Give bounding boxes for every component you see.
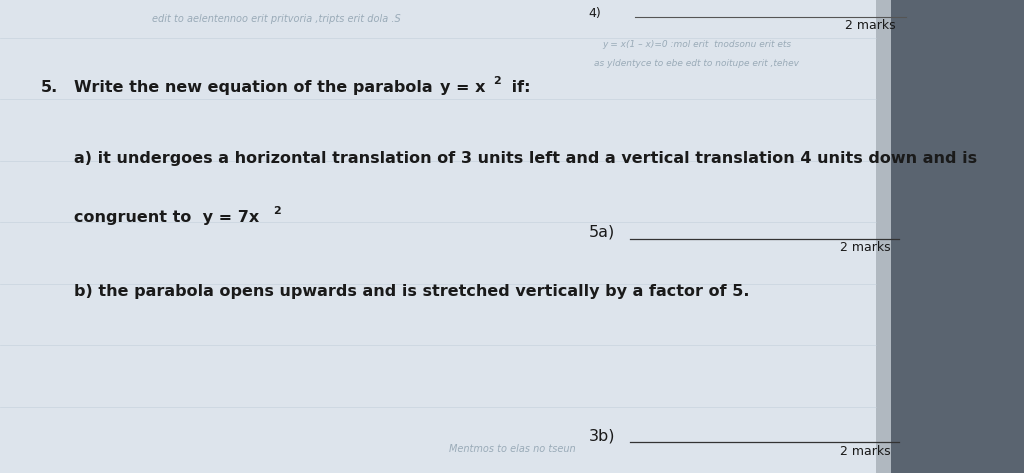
Text: 2 marks: 2 marks (841, 445, 891, 457)
Text: Write the new equation of the parabola: Write the new equation of the parabola (74, 80, 438, 96)
Text: 2 marks: 2 marks (841, 241, 891, 254)
Text: 2: 2 (273, 206, 282, 216)
Text: 3b): 3b) (589, 428, 615, 443)
Text: 5.: 5. (41, 80, 58, 96)
Text: y = x: y = x (440, 80, 485, 96)
Text: edit to aelentennoo erit pritvoria ,tripts erit dola .S: edit to aelentennoo erit pritvoria ,trip… (153, 14, 400, 24)
Text: as yldentyce to ebe edt to noitupe erit ,tehev: as yldentyce to ebe edt to noitupe erit … (594, 59, 799, 68)
Text: 5a): 5a) (589, 225, 615, 240)
Text: 4): 4) (589, 7, 601, 20)
Text: a) it undergoes a horizontal translation of 3 units left and a vertical translat: a) it undergoes a horizontal translation… (74, 151, 977, 166)
FancyBboxPatch shape (891, 0, 1024, 473)
Text: Mentmos to elas no tseun: Mentmos to elas no tseun (449, 444, 575, 454)
Text: 2: 2 (494, 76, 502, 86)
FancyBboxPatch shape (0, 0, 876, 473)
Text: b) the parabola opens upwards and is stretched vertically by a factor of 5.: b) the parabola opens upwards and is str… (74, 284, 750, 299)
Text: 2 marks: 2 marks (846, 19, 896, 32)
Text: congruent to  y = 7x: congruent to y = 7x (74, 210, 259, 226)
Text: if:: if: (506, 80, 530, 96)
Text: y = x(1 – x)=0 :mol erit  tnodsonu erit ets: y = x(1 – x)=0 :mol erit tnodsonu erit e… (602, 40, 791, 49)
